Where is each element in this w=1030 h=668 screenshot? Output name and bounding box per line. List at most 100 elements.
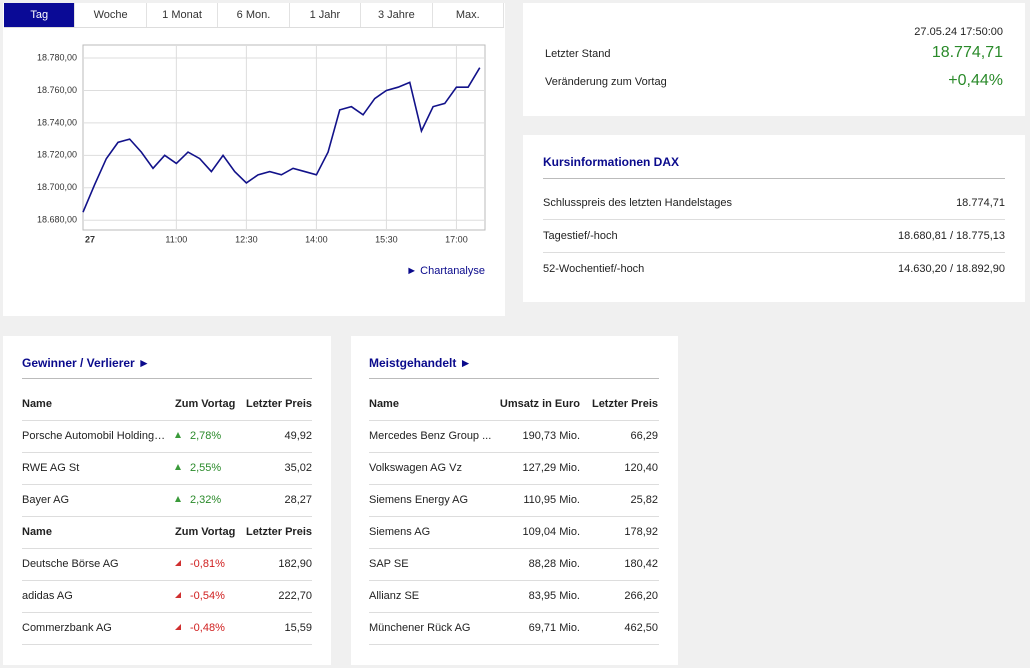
kursinfo-title: Kursinformationen DAX bbox=[543, 155, 680, 169]
cell: Volkswagen AG Vz bbox=[369, 462, 462, 474]
y-tick-label: 18.740,00 bbox=[37, 117, 77, 127]
hr bbox=[22, 378, 312, 379]
y-tick-label: 18.760,00 bbox=[37, 85, 77, 95]
cell: 180,42 bbox=[624, 558, 658, 570]
y-tick-label: 18.720,00 bbox=[37, 150, 77, 160]
cell: 66,29 bbox=[630, 430, 658, 442]
hr bbox=[369, 484, 659, 485]
tab[interactable]: Tag bbox=[4, 3, 76, 27]
timestamp: 27.05.24 17:50:00 bbox=[914, 26, 1003, 38]
kursinfo-value: 14.630,20 / 18.892,90 bbox=[897, 263, 1005, 275]
quote-value: 18.774,71 bbox=[931, 44, 1003, 61]
cell: 49,92 bbox=[284, 430, 312, 442]
cell: 222,70 bbox=[278, 590, 312, 602]
x-tick-label: 27 bbox=[85, 234, 95, 244]
tab[interactable]: Max. bbox=[433, 3, 504, 27]
cell: 462,50 bbox=[624, 622, 658, 634]
col-header: Zum Vortag bbox=[175, 398, 236, 410]
movers-panel bbox=[3, 336, 331, 665]
col-header: Name bbox=[369, 398, 399, 410]
tab[interactable]: Woche bbox=[75, 3, 147, 27]
tab[interactable]: 1 Monat bbox=[147, 3, 219, 27]
cell: adidas AG bbox=[22, 590, 73, 602]
cell: Mercedes Benz Group ... bbox=[369, 430, 492, 442]
col-header: Zum Vortag bbox=[175, 526, 236, 538]
hr bbox=[4, 27, 504, 28]
active-title: Meistgehandelt ► bbox=[369, 356, 472, 370]
hr bbox=[369, 644, 659, 645]
cell: 88,28 Mio. bbox=[528, 558, 580, 570]
hr bbox=[22, 580, 312, 581]
hr bbox=[369, 612, 659, 613]
x-tick-label: 14:00 bbox=[305, 234, 328, 244]
x-tick-label: 17:00 bbox=[445, 234, 468, 244]
kursinfo-label: 52-Wochentief/-hoch bbox=[543, 263, 645, 275]
cell: Deutsche Börse AG bbox=[22, 558, 119, 570]
tab[interactable]: 3 Jahre bbox=[361, 3, 433, 27]
cell: -0,54% bbox=[175, 590, 225, 602]
kursinfo-label: Schlusspreis des letzten Handelstages bbox=[543, 197, 732, 209]
hr bbox=[543, 219, 1005, 220]
hr bbox=[369, 516, 659, 517]
hr bbox=[22, 612, 312, 613]
cell: 127,29 Mio. bbox=[522, 462, 580, 474]
kursinfo-value: 18.680,81 / 18.775,13 bbox=[897, 230, 1005, 242]
chart-panel bbox=[3, 3, 505, 316]
chart: 18.680,00 18.700,00 18.720,00 18.740,00 18.7… bbox=[37, 44, 486, 244]
hr bbox=[369, 580, 659, 581]
kursinfo-label: Tagestief/-hoch bbox=[543, 230, 618, 242]
col-header: Name bbox=[22, 398, 52, 410]
cell: Bayer AG bbox=[22, 494, 70, 506]
cell: 28,27 bbox=[284, 494, 312, 506]
hr bbox=[22, 548, 312, 549]
hr bbox=[22, 420, 312, 421]
cell: Münchener Rück AG bbox=[369, 622, 471, 634]
col-header: Letzter Preis bbox=[591, 398, 658, 410]
cell: 2,55% bbox=[175, 462, 221, 474]
cell: Commerzbank AG bbox=[22, 622, 112, 634]
cell: 2,32% bbox=[175, 494, 221, 506]
cell: 83,95 Mio. bbox=[528, 590, 580, 602]
tab[interactable]: 1 Jahr bbox=[290, 3, 362, 27]
quote-label: Letzter Stand bbox=[545, 48, 611, 60]
cell: Allianz SE bbox=[369, 590, 420, 602]
hr bbox=[543, 252, 1005, 253]
cell: 15,59 bbox=[284, 622, 312, 634]
cell: -0,48% bbox=[175, 622, 225, 634]
hr bbox=[543, 178, 1005, 179]
hr bbox=[22, 644, 312, 645]
cell: -0,81% bbox=[175, 558, 225, 570]
cell: 35,02 bbox=[284, 462, 312, 474]
cell: Porsche Automobil Holding… bbox=[22, 430, 166, 442]
movers-title: Gewinner / Verlierer ► bbox=[22, 356, 150, 370]
chart-link[interactable]: ► Chartanalyse bbox=[406, 265, 485, 277]
cell: Siemens Energy AG bbox=[369, 494, 469, 506]
hr bbox=[369, 378, 659, 379]
active-panel bbox=[351, 336, 678, 665]
x-tick-label: 11:00 bbox=[165, 234, 187, 244]
quote-label: Veränderung zum Vortag bbox=[545, 76, 667, 88]
y-tick-label: 18.680,00 bbox=[37, 215, 77, 225]
cell: Siemens AG bbox=[369, 526, 431, 538]
hr bbox=[22, 516, 312, 517]
x-tick-label: 15:30 bbox=[375, 234, 398, 244]
kursinfo-panel bbox=[523, 135, 1025, 302]
cell: RWE AG St bbox=[22, 462, 80, 474]
hr bbox=[369, 548, 659, 549]
hr bbox=[369, 420, 659, 421]
plot-frame bbox=[82, 44, 486, 231]
x-tick-label: 12:30 bbox=[235, 234, 258, 244]
col-header: Letzter Preis bbox=[245, 398, 312, 410]
price-line bbox=[82, 67, 481, 213]
cell: 110,95 Mio. bbox=[523, 494, 580, 506]
tab[interactable]: 6 Mon. bbox=[218, 3, 290, 27]
cell: 2,78% bbox=[175, 430, 221, 442]
quote-panel bbox=[523, 3, 1025, 116]
y-tick-label: 18.700,00 bbox=[37, 182, 77, 192]
hr bbox=[22, 452, 312, 453]
cell: 120,40 bbox=[624, 462, 658, 474]
y-tick-label: 18.780,00 bbox=[37, 52, 77, 62]
kursinfo-value: 18.774,71 bbox=[956, 197, 1005, 209]
cell: 190,73 Mio. bbox=[522, 430, 580, 442]
